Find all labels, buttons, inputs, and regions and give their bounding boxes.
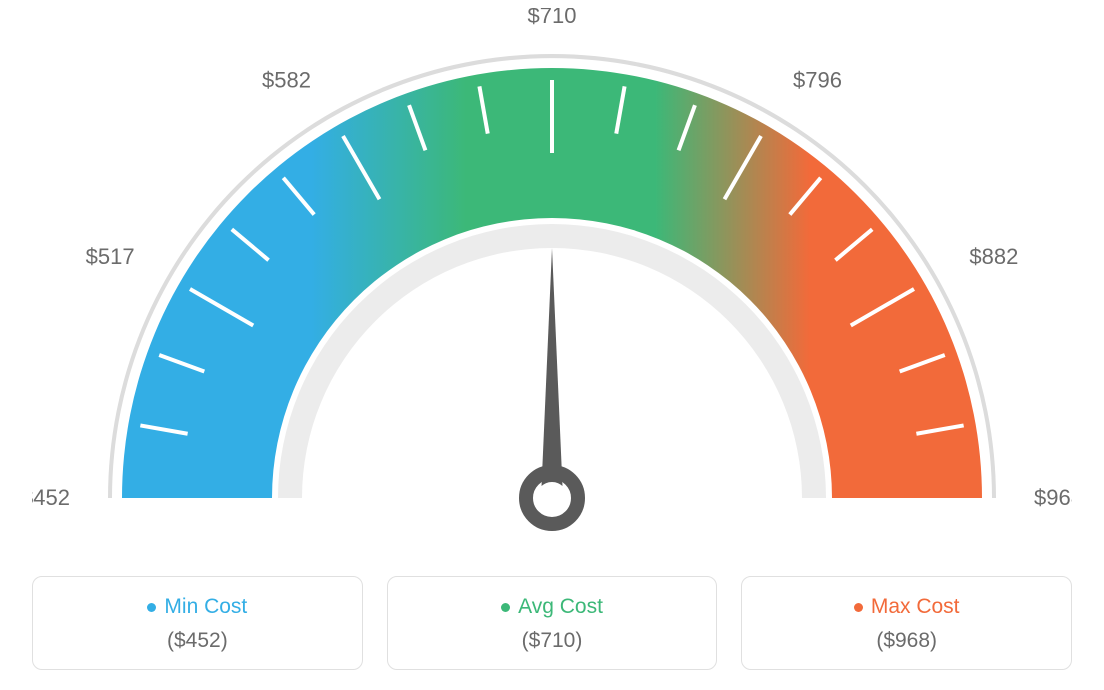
legend-value-avg: ($710): [408, 629, 697, 653]
gauge-needle: [541, 248, 563, 498]
gauge-tick-label: $710: [528, 8, 577, 28]
legend-value-min: ($452): [53, 629, 342, 653]
gauge-tick-label: $968: [1034, 485, 1072, 510]
gauge-tick-label: $796: [793, 68, 842, 93]
legend-card-max: Max Cost ($968): [741, 576, 1072, 670]
legend-dot-min: [147, 603, 156, 612]
legend-title-avg: Avg Cost: [518, 595, 603, 619]
gauge-tick-label: $582: [262, 68, 311, 93]
legend-row: Min Cost ($452) Avg Cost ($710) Max Cost…: [32, 576, 1072, 670]
legend-title-min: Min Cost: [164, 595, 247, 619]
gauge-tick-label: $452: [32, 485, 70, 510]
legend-title-max: Max Cost: [871, 595, 960, 619]
cost-gauge: $452 $517 $582 $710 $796 $882 $968: [32, 8, 1072, 558]
legend-card-min: Min Cost ($452): [32, 576, 363, 670]
legend-dot-avg: [501, 603, 510, 612]
legend-dot-max: [854, 603, 863, 612]
legend-card-avg: Avg Cost ($710): [387, 576, 718, 670]
gauge-tick-label: $517: [86, 244, 135, 269]
gauge-tick-label: $882: [969, 244, 1018, 269]
gauge-svg: $452 $517 $582 $710 $796 $882 $968: [32, 8, 1072, 568]
gauge-needle-hub-inner: [536, 482, 568, 514]
legend-value-max: ($968): [762, 629, 1051, 653]
